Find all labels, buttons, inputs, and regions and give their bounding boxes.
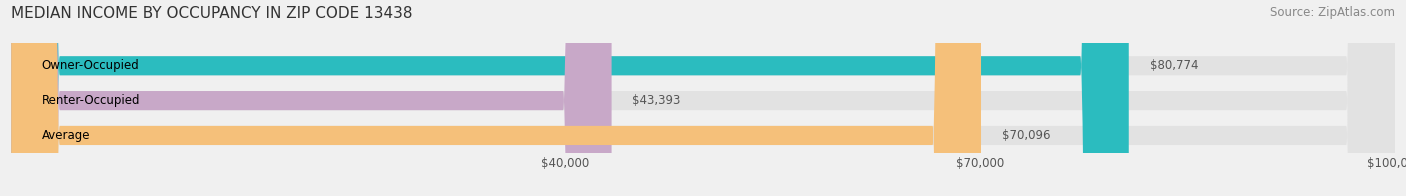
FancyBboxPatch shape — [11, 0, 1395, 196]
FancyBboxPatch shape — [11, 0, 612, 196]
Text: Average: Average — [42, 129, 90, 142]
Text: MEDIAN INCOME BY OCCUPANCY IN ZIP CODE 13438: MEDIAN INCOME BY OCCUPANCY IN ZIP CODE 1… — [11, 6, 413, 21]
FancyBboxPatch shape — [11, 0, 1395, 196]
Text: $70,096: $70,096 — [1002, 129, 1050, 142]
FancyBboxPatch shape — [11, 0, 1395, 196]
Text: Renter-Occupied: Renter-Occupied — [42, 94, 141, 107]
FancyBboxPatch shape — [11, 0, 1129, 196]
Text: $80,774: $80,774 — [1150, 59, 1198, 72]
Text: Source: ZipAtlas.com: Source: ZipAtlas.com — [1270, 6, 1395, 19]
FancyBboxPatch shape — [11, 0, 981, 196]
Text: $43,393: $43,393 — [633, 94, 681, 107]
Text: Owner-Occupied: Owner-Occupied — [42, 59, 139, 72]
